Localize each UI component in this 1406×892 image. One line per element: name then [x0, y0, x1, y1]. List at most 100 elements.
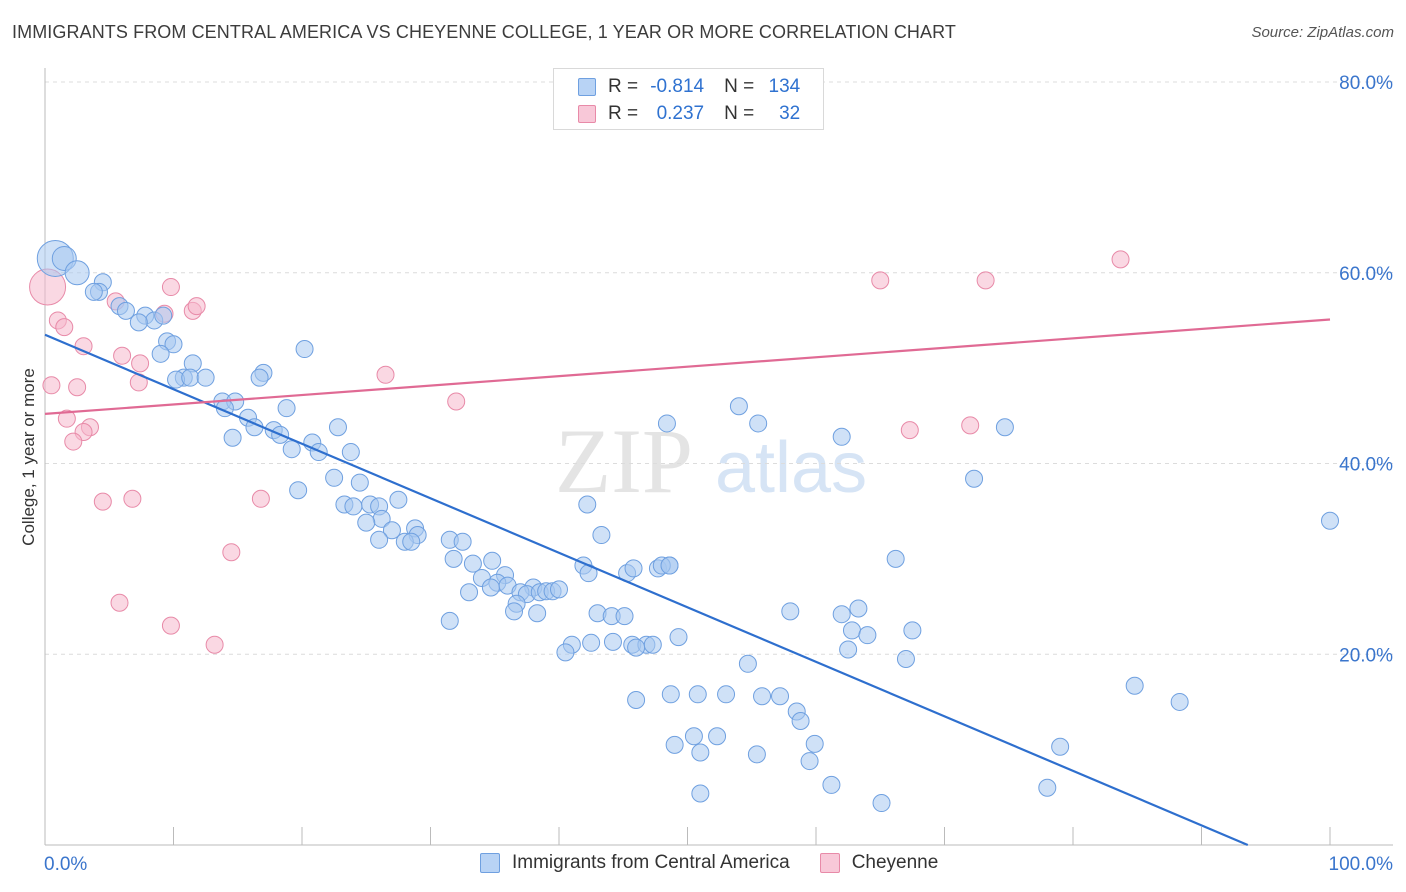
data-point-central-america	[357, 513, 376, 532]
data-point-cheyenne	[64, 432, 83, 451]
data-point-cheyenne	[110, 593, 129, 612]
data-point-central-america	[151, 344, 170, 363]
data-point-central-america	[800, 752, 819, 771]
data-point-central-america	[196, 368, 215, 387]
data-point-central-america	[753, 687, 772, 706]
data-point-central-america	[1125, 676, 1144, 695]
legend-swatch-blue	[480, 853, 500, 873]
data-point-central-america	[1170, 692, 1189, 711]
data-point-central-america	[350, 473, 369, 492]
data-point-central-america	[729, 397, 748, 416]
data-point-central-america	[129, 313, 148, 332]
data-point-central-america	[582, 633, 601, 652]
source-label: Source: ZipAtlas.com	[1251, 24, 1394, 41]
data-point-cheyenne	[976, 271, 995, 290]
chart-title: IMMIGRANTS FROM CENTRAL AMERICA VS CHEYE…	[12, 22, 956, 42]
data-point-central-america	[627, 638, 646, 657]
data-point-central-america	[660, 556, 679, 575]
data-point-central-america	[309, 443, 328, 462]
data-point-central-america	[389, 490, 408, 509]
data-point-central-america	[64, 260, 90, 286]
data-point-cheyenne	[161, 278, 180, 297]
data-point-central-america	[749, 414, 768, 433]
data-point-central-america	[481, 578, 500, 597]
legend-swatch-pink	[578, 105, 596, 123]
data-point-central-america	[370, 530, 389, 549]
x-tick-label: 0.0%	[44, 854, 87, 875]
y-tick-label: 80.0%	[1339, 73, 1393, 94]
data-point-central-america	[550, 580, 568, 599]
data-point-cheyenne	[131, 354, 150, 373]
data-point-central-america	[592, 526, 611, 545]
data-point-cheyenne	[161, 616, 180, 635]
data-point-central-america	[528, 604, 547, 623]
data-point-cheyenne	[1111, 250, 1130, 269]
watermark: ZIP atlas	[555, 410, 867, 512]
data-point-central-america	[154, 306, 173, 325]
data-point-central-america	[688, 685, 707, 704]
data-point-central-america	[1321, 511, 1339, 530]
gridlines	[45, 81, 1393, 655]
data-point-cheyenne	[123, 489, 142, 508]
data-point-cheyenne	[68, 378, 87, 397]
data-point-central-america	[832, 427, 851, 446]
data-point-central-america	[382, 521, 401, 540]
tick-labels: 20.0% 40.0% 60.0% 80.0% 0.0% 100.0%	[44, 73, 1393, 875]
data-point-central-america	[822, 775, 841, 794]
data-point-central-america	[738, 654, 757, 673]
data-point-cheyenne	[93, 492, 112, 511]
data-point-central-america	[223, 428, 242, 447]
data-point-central-america	[872, 794, 891, 813]
data-point-central-america	[717, 685, 736, 704]
data-point-central-america	[903, 621, 922, 640]
data-point-central-america	[684, 727, 703, 746]
trend-lines	[44, 318, 1331, 847]
data-point-central-america	[665, 735, 684, 754]
legend-n-label: N =	[724, 76, 755, 97]
data-point-cheyenne	[222, 543, 241, 562]
data-point-central-america	[657, 414, 676, 433]
data-point-central-america	[325, 468, 344, 487]
data-point-central-america	[84, 282, 103, 301]
data-point-central-america	[505, 602, 524, 621]
x-tick-label: 100.0%	[1329, 854, 1394, 875]
data-point-cheyenne	[961, 416, 980, 435]
data-point-central-america	[781, 602, 800, 621]
data-point-cheyenne	[447, 392, 466, 411]
legend-label-central-america: Immigrants from Central America	[512, 852, 790, 873]
series-central-america-points	[36, 239, 1339, 813]
legend-item-cheyenne: Cheyenne	[819, 852, 938, 874]
data-point-cheyenne	[205, 635, 224, 654]
data-point-central-america	[289, 481, 308, 500]
y-tick-label: 40.0%	[1339, 455, 1393, 476]
data-point-central-america	[661, 685, 680, 704]
legend-r-label: R =	[608, 76, 639, 97]
data-point-central-america	[1038, 778, 1057, 797]
data-point-central-america	[839, 640, 858, 659]
data-point-central-america	[669, 628, 688, 647]
series-legend: Immigrants from Central America Cheyenne	[480, 852, 968, 874]
data-point-central-america	[578, 495, 597, 514]
data-point-central-america	[708, 727, 727, 746]
data-point-central-america	[463, 554, 482, 573]
data-point-central-america	[402, 532, 421, 551]
legend-row-cheyenne: R = 0.237 N = 32	[578, 102, 800, 126]
data-point-central-america	[341, 443, 360, 462]
data-point-central-america	[328, 418, 347, 437]
data-point-central-america	[858, 626, 877, 645]
data-point-central-america	[603, 632, 622, 651]
data-point-cheyenne	[55, 318, 74, 337]
data-point-central-america	[483, 551, 502, 570]
data-point-central-america	[842, 621, 861, 640]
axes	[44, 68, 1393, 846]
data-point-central-america	[624, 559, 643, 578]
data-point-central-america	[832, 605, 851, 624]
data-point-central-america	[181, 368, 200, 387]
data-point-cheyenne	[42, 376, 61, 395]
legend-swatch-pink	[819, 853, 840, 873]
data-point-central-america	[440, 611, 459, 630]
legend-r-value: -0.814	[650, 76, 705, 97]
legend-n-value: 134	[768, 76, 801, 97]
data-point-central-america	[691, 743, 710, 762]
data-point-central-america	[791, 712, 810, 731]
